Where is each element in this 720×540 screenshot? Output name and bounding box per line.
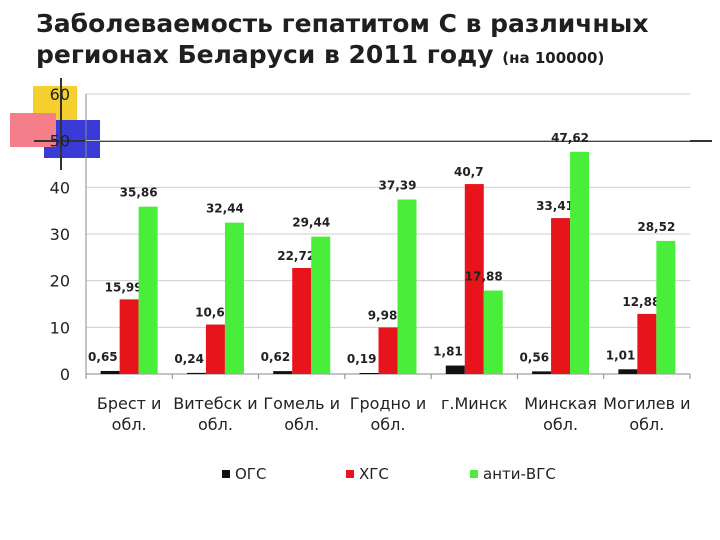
title-subtitle: (на 100000) <box>502 49 605 67</box>
legend-swatch <box>470 470 478 478</box>
data-label: 22,72 <box>277 249 315 263</box>
legend-swatch <box>346 470 354 478</box>
data-label: 1,81 <box>433 345 463 359</box>
category-label: Витебск и <box>173 394 257 413</box>
bar <box>273 371 293 374</box>
data-label: 0,24 <box>174 352 204 366</box>
category-label: г.Минск <box>441 394 508 413</box>
data-label: 0,56 <box>519 350 549 364</box>
category-label: обл. <box>284 415 319 434</box>
data-label: 1,01 <box>606 348 636 362</box>
bar <box>100 370 120 374</box>
legend-label: ХГС <box>359 465 389 483</box>
data-label: 15,99 <box>105 280 143 294</box>
data-label: 33,41 <box>536 199 574 213</box>
bar <box>532 371 552 374</box>
bar <box>570 151 590 374</box>
category-label: обл. <box>112 415 147 434</box>
category-label: Брест и <box>97 394 162 413</box>
bar <box>445 365 465 374</box>
bar <box>292 267 312 374</box>
y-tick-label: 20 <box>50 272 70 291</box>
bar <box>119 299 139 374</box>
category-label: обл. <box>629 415 664 434</box>
bar <box>551 218 571 374</box>
category-label: Гродно и <box>350 394 427 413</box>
bar <box>483 290 503 374</box>
legend-label: ОГС <box>235 465 266 483</box>
data-label: 0,62 <box>261 350 291 364</box>
bar <box>656 240 676 374</box>
bar <box>205 324 225 374</box>
y-tick-label: 10 <box>50 318 70 337</box>
bar <box>138 206 158 374</box>
bar <box>359 373 379 374</box>
y-tick-label: 30 <box>50 225 70 244</box>
legend-swatch <box>222 470 230 478</box>
y-tick-label: 40 <box>50 178 70 197</box>
category-label: обл. <box>198 415 233 434</box>
data-label: 40,7 <box>454 165 484 179</box>
category-label: обл. <box>543 415 578 434</box>
data-label: 17,88 <box>465 270 503 284</box>
y-tick-label: 60 <box>50 85 70 104</box>
category-label: Минская <box>524 394 597 413</box>
bar <box>397 199 417 374</box>
bar <box>618 369 638 374</box>
y-tick-label: 0 <box>60 365 70 384</box>
title-main: Заболеваемость гепатитом С в различных р… <box>36 9 649 69</box>
deco-vertical-line <box>60 78 62 170</box>
data-label: 28,52 <box>637 220 675 234</box>
data-label: 37,39 <box>379 179 417 193</box>
data-label: 35,86 <box>120 186 158 200</box>
data-label: 10,6 <box>195 306 225 320</box>
data-label: 29,44 <box>292 216 330 230</box>
data-label: 32,44 <box>206 202 244 216</box>
bar <box>311 236 331 374</box>
data-label: 9,98 <box>368 308 398 322</box>
data-label: 0,19 <box>347 352 377 366</box>
category-label: Гомель и <box>263 394 340 413</box>
bar <box>378 327 398 374</box>
data-label: 47,62 <box>551 131 589 145</box>
category-label: Могилев и <box>603 394 690 413</box>
legend-label: анти-ВГС <box>483 465 556 483</box>
category-label: обл. <box>371 415 406 434</box>
slide-title: Заболеваемость гепатитом С в различных р… <box>36 8 706 74</box>
bar <box>186 372 206 374</box>
data-label: 0,65 <box>88 350 118 364</box>
bar <box>464 184 484 374</box>
bar <box>224 222 244 374</box>
data-label: 12,88 <box>622 295 660 309</box>
y-tick-label: 50 <box>50 132 70 151</box>
bar <box>637 313 657 374</box>
